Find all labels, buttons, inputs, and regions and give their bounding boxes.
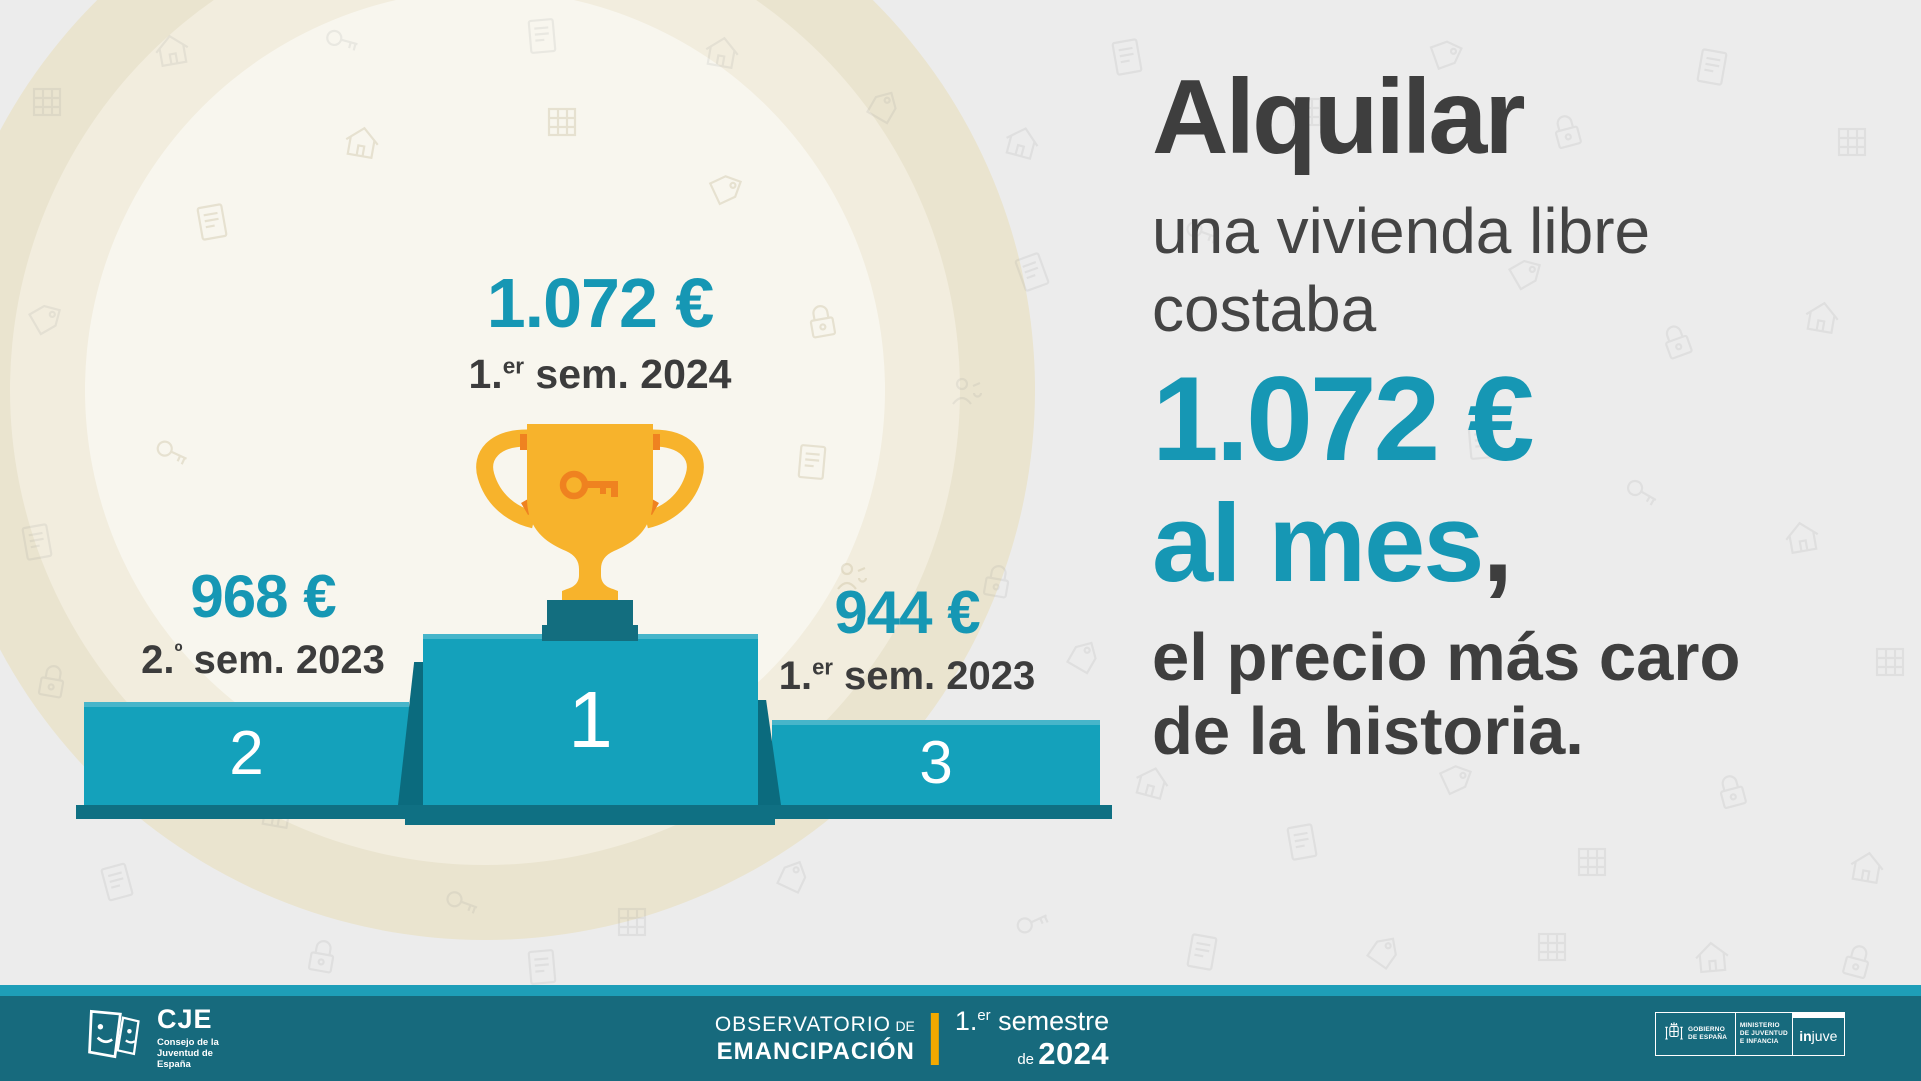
headline-block: Alquilar una vivienda libre costaba 1.07…	[1152, 64, 1912, 767]
price-tag-icon	[772, 861, 811, 900]
house-icon	[702, 34, 742, 70]
podium-block-3: 3	[772, 720, 1100, 805]
semester-label: 1.er semestre de 2024	[954, 1006, 1110, 1071]
footer-accent-strip	[0, 985, 1921, 996]
document-icon	[1286, 823, 1318, 861]
window-grid-icon	[547, 107, 577, 137]
window-grid-icon	[617, 907, 647, 937]
third-place-label: 944 € 1.er sem. 2023	[742, 582, 1072, 697]
house-icon	[1693, 940, 1731, 974]
rank-1-label: 1	[568, 674, 613, 764]
second-place-price: 968 €	[190, 563, 336, 630]
document-icon	[21, 523, 53, 561]
podium-block-2: 2	[84, 702, 409, 805]
cje-logo-icon	[88, 1009, 140, 1059]
window-grid-icon	[1537, 932, 1567, 962]
footer-title: OBSERVATORIO DE EMANCIPACIÓN 1.er semest…	[715, 996, 1109, 1081]
document-icon	[196, 203, 228, 241]
house-icon	[1001, 123, 1043, 161]
headline-line-3: costaba	[1152, 273, 1377, 346]
cje-name: Consejo de la Juventud de España	[157, 1037, 219, 1070]
house-icon	[342, 124, 382, 160]
coat-of-arms-icon	[1665, 1022, 1683, 1040]
injuve-logo: injuve	[1791, 1013, 1845, 1055]
footer: CJE Consejo de la Juventud de España OBS…	[0, 996, 1921, 1081]
price-tag-icon	[1364, 937, 1399, 973]
podium-block-1: 1	[423, 634, 758, 805]
document-icon	[100, 862, 134, 902]
document-icon	[797, 443, 827, 481]
first-place-price: 1.072 €	[486, 264, 715, 342]
rank-2-label: 2	[229, 719, 264, 788]
key-icon	[1014, 907, 1051, 936]
trophy-icon	[476, 424, 704, 641]
rank-3-label: 3	[919, 729, 953, 796]
lock-icon	[1841, 942, 1873, 980]
headline-line-7: de la historia.	[1152, 694, 1584, 770]
window-grid-icon	[32, 87, 62, 117]
first-place-period: 1.er sem. 2024	[468, 351, 732, 398]
headline-line-6: el precio más caro	[1152, 619, 1741, 695]
window-grid-icon	[1577, 847, 1607, 877]
third-place-price: 944 €	[834, 579, 980, 646]
gobierno-logo: GOBIERNO DE ESPAÑA	[1656, 1013, 1735, 1055]
second-place-period: 2.º sem. 2023	[141, 638, 385, 683]
headline-price: 1.072 €	[1152, 351, 1534, 486]
second-place-label: 968 € 2.º sem. 2023	[98, 566, 428, 681]
document-icon	[527, 17, 557, 55]
person-icon	[951, 377, 983, 406]
lock-icon	[807, 303, 837, 339]
document-icon	[527, 948, 557, 986]
house-icon	[152, 32, 192, 68]
headline-per-month: al mes,	[1152, 481, 1513, 605]
lock-icon	[37, 663, 67, 699]
government-logo-box: GOBIERNO DE ESPAÑA MINISTERIO DE JUVENTU…	[1655, 1012, 1845, 1056]
cje-acronym: CJE	[157, 1004, 213, 1034]
headline-line-1: Alquilar	[1152, 58, 1526, 176]
observatorio-title: OBSERVATORIO DE EMANCIPACIÓN	[714, 1012, 915, 1065]
headline-line-2: una vivienda libre	[1152, 195, 1651, 267]
document-icon	[1111, 38, 1143, 76]
podium-base-bar	[76, 805, 1112, 819]
lock-icon	[307, 938, 337, 974]
first-place-label: 1.072 € 1.er sem. 2024	[430, 264, 770, 398]
document-icon	[1186, 933, 1218, 971]
third-place-period: 1.er sem. 2023	[778, 654, 1036, 699]
key-icon	[559, 470, 618, 500]
cje-logo: CJE Consejo de la Juventud de España	[85, 1006, 219, 1071]
ministerio-logo: MINISTERIO DE JUVENTUD E INFANCIA	[1735, 1013, 1791, 1055]
footer-divider-bar	[930, 1012, 939, 1065]
lock-icon	[1716, 772, 1748, 810]
house-icon	[1847, 849, 1887, 885]
